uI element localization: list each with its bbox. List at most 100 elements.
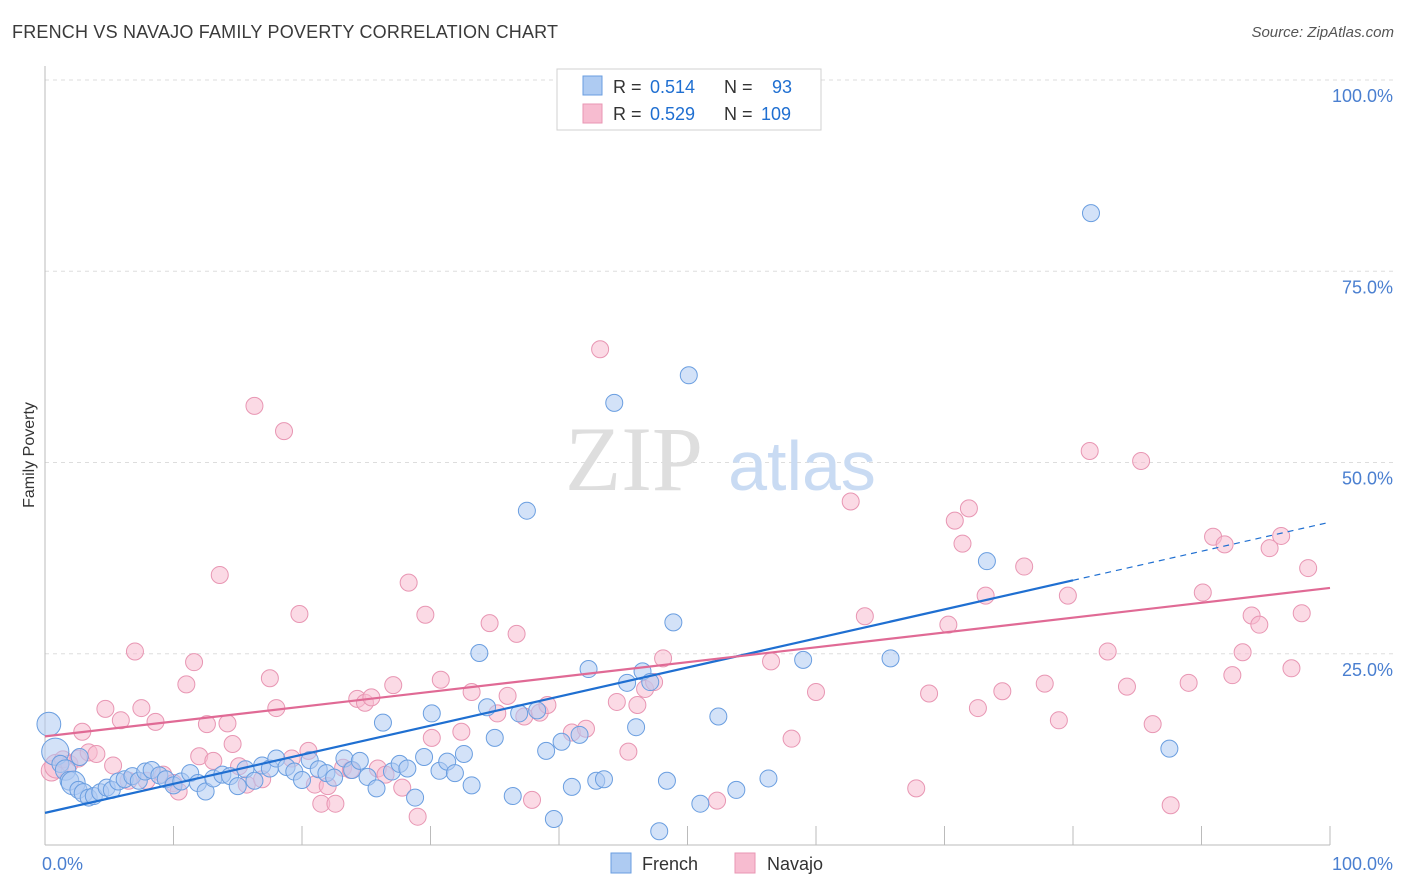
french-point	[650, 822, 669, 841]
navajo-point	[920, 684, 939, 703]
french-point	[70, 748, 89, 767]
navajo-point	[993, 682, 1012, 701]
navajo-point	[384, 676, 403, 695]
french-point	[422, 704, 441, 723]
french-point	[657, 771, 676, 790]
french-point	[570, 725, 589, 744]
french-point	[552, 732, 571, 751]
navajo-point	[619, 742, 638, 761]
navajo-point	[1035, 674, 1054, 693]
watermark-zip: ZIP	[565, 408, 703, 510]
legend-r-value-1: 0.514	[650, 77, 695, 97]
french-point	[228, 777, 247, 796]
navajo-point	[1049, 711, 1068, 730]
navajo-point	[782, 729, 801, 748]
navajo-point	[708, 791, 727, 810]
navajo-point	[807, 683, 825, 701]
legend-n-value-2: 109	[761, 104, 791, 124]
navajo-point	[452, 722, 471, 741]
navajo-point	[1282, 659, 1301, 678]
x-tick-label-max: 100.0%	[1332, 854, 1393, 874]
french-point	[594, 770, 613, 789]
french-point	[627, 718, 646, 737]
french-point	[794, 650, 813, 669]
french-point	[562, 777, 581, 796]
french-point	[1081, 204, 1100, 223]
y-tick-label: 100.0%	[1332, 86, 1393, 106]
french-point	[445, 764, 464, 783]
y-axis-label: Family Poverty	[21, 402, 38, 508]
french-point	[503, 787, 522, 806]
navajo-point	[1015, 557, 1034, 576]
french-point	[367, 779, 386, 798]
y-tick-label: 25.0%	[1342, 660, 1393, 680]
navajo-point	[185, 653, 204, 672]
navajo-trend-line	[44, 586, 1331, 738]
legend-r-label-1: R =	[613, 77, 642, 97]
navajo-point	[275, 422, 294, 441]
navajo-point	[132, 699, 151, 718]
legend-top: R = 0.514 N = 93 R = 0.529 N = 109	[556, 68, 822, 131]
navajo-point	[431, 670, 450, 689]
french-point	[664, 613, 683, 632]
french-point	[679, 366, 698, 385]
navajo-point	[104, 756, 123, 775]
chart-title: FRENCH VS NAVAJO FAMILY POVERTY CORRELAT…	[12, 22, 559, 42]
navajo-point	[1299, 559, 1318, 578]
navajo-point	[968, 699, 987, 718]
navajo-point	[762, 652, 781, 671]
french-point	[528, 701, 547, 720]
navajo-point	[1215, 535, 1234, 554]
french-point	[709, 707, 728, 726]
navajo-point	[841, 492, 860, 511]
french-point	[325, 768, 344, 787]
legend-bottom-swatch-navajo	[734, 852, 756, 874]
legend-bottom-label-navajo: Navajo	[767, 854, 823, 874]
french-point	[350, 751, 369, 770]
navajo-point	[959, 499, 978, 518]
navajo-point	[654, 649, 673, 668]
navajo-point	[1098, 642, 1117, 661]
navajo-point	[628, 696, 647, 715]
legend-bottom: French Navajo	[610, 852, 823, 874]
french-point	[1160, 739, 1179, 758]
french-point	[485, 728, 504, 747]
navajo-point	[223, 735, 242, 754]
navajo-point	[507, 624, 526, 643]
y-tick-label: 75.0%	[1342, 277, 1393, 297]
french-trend-line	[44, 579, 1074, 814]
legend-r-value-2: 0.529	[650, 104, 695, 124]
y-tick-label: 50.0%	[1342, 469, 1393, 489]
legend-n-label-1: N =	[724, 77, 753, 97]
source-label: Source: ZipAtlas.com	[1251, 24, 1394, 41]
navajo-point	[197, 715, 216, 734]
navajo-point	[177, 675, 196, 694]
navajo-point	[953, 534, 972, 553]
french-point	[727, 780, 746, 799]
navajo-point	[907, 779, 926, 798]
navajo-point	[1292, 604, 1311, 623]
navajo-point	[1250, 615, 1269, 634]
navajo-point	[210, 565, 229, 584]
legend-bottom-label-french: French	[642, 854, 698, 874]
french-point	[398, 759, 417, 778]
legend-bottom-swatch-french	[610, 852, 632, 874]
navajo-point	[204, 751, 223, 770]
french-point	[470, 643, 489, 662]
french-point	[977, 552, 996, 571]
navajo-point	[416, 605, 435, 624]
navajo-point	[480, 614, 499, 633]
legend-n-label-2: N =	[724, 104, 753, 124]
navajo-point	[1272, 526, 1291, 545]
legend-swatch-blue	[582, 75, 603, 96]
navajo-point	[523, 790, 542, 809]
legend-r-label-2: R =	[613, 104, 642, 124]
navajo-point	[408, 807, 427, 826]
navajo-point	[1233, 643, 1252, 662]
navajo-point	[245, 396, 264, 415]
points-layer	[36, 204, 1318, 841]
navajo-point	[939, 615, 958, 634]
legend-n-value-1: 93	[772, 77, 792, 97]
navajo-point	[290, 604, 309, 623]
navajo-point	[591, 340, 610, 359]
